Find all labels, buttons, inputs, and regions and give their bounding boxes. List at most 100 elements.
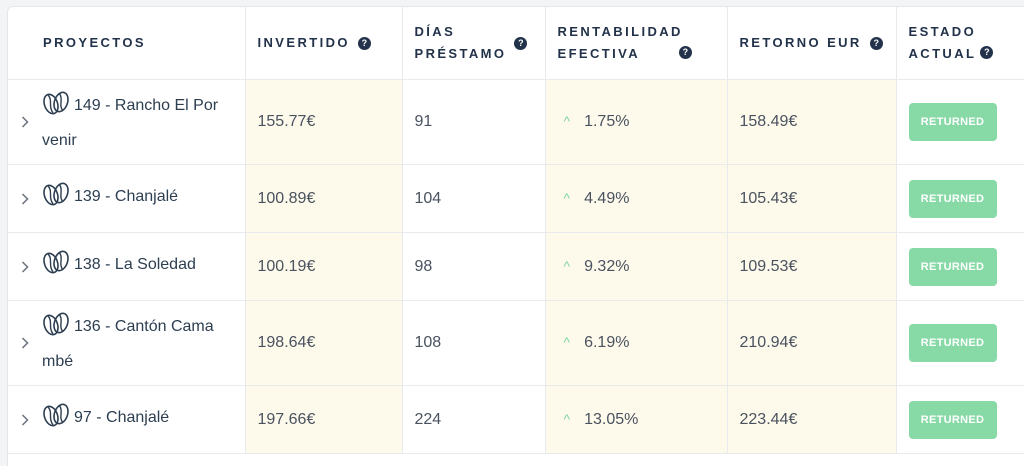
chevron-right-icon[interactable]	[8, 260, 42, 273]
invertido-value: 198.64€	[257, 334, 316, 351]
invertido-value: 197.66€	[257, 410, 316, 428]
retorno-cell: 210.94€	[727, 300, 897, 386]
retorno-value: 158.49€	[739, 113, 798, 130]
invertido-value: 155.77€	[257, 113, 316, 130]
dias-cell: 104	[402, 164, 546, 233]
project-cell[interactable]: 138 - La Soledad	[8, 232, 246, 301]
investments-table: PROYECTOS INVERTIDO? DÍAS PRÉSTAMO? RENTA…	[8, 7, 1024, 454]
coffee-bean-icon	[42, 181, 70, 217]
estado-cell: RETURNED	[896, 79, 1024, 165]
invertido-cell: 198.64€	[245, 300, 403, 386]
table-header-row: PROYECTOS INVERTIDO? DÍAS PRÉSTAMO? RENTA…	[8, 7, 1024, 80]
rentabilidad-cell: ^ 6.19%	[545, 300, 728, 386]
rentabilidad-cell: ^ 1.75%	[545, 79, 728, 165]
project-name[interactable]: 136 - Cantón Cama	[74, 317, 214, 335]
dias-cell: 224	[402, 385, 546, 454]
dias-cell: 91	[402, 79, 546, 165]
dias-value: 91	[414, 113, 433, 130]
column-label: INVERTIDO	[257, 35, 350, 50]
rentabilidad-cell: ^ 9.32%	[545, 232, 728, 301]
invertido-cell: 100.19€	[245, 232, 403, 301]
column-label-line2: PRÉSTAMO	[414, 46, 507, 61]
column-label-line2: EFECTIVA	[557, 46, 641, 61]
retorno-cell: 158.49€	[727, 79, 897, 165]
status-badge-button[interactable]: RETURNED	[908, 179, 997, 218]
retorno-cell: 105.43€	[727, 164, 897, 233]
column-label-line1: DÍAS	[414, 24, 456, 39]
table-row[interactable]: 138 - La Soledad 100.19€ 98 ^ 9.32% 109.5…	[8, 232, 1024, 301]
help-icon[interactable]: ?	[357, 36, 371, 50]
project-name[interactable]: 97 - Chanjalé	[74, 408, 170, 426]
dias-cell: 98	[402, 232, 546, 301]
chevron-right-icon[interactable]	[8, 192, 42, 205]
retorno-cell: 109.53€	[727, 232, 897, 301]
project-name[interactable]: 139 - Chanjalé	[74, 187, 179, 205]
column-header-estado[interactable]: ESTADO ACTUAL?	[896, 7, 1024, 80]
column-label: PROYECTOS	[43, 35, 146, 50]
table-row[interactable]: 139 - Chanjalé 100.89€ 104 ^ 4.49% 105.43…	[8, 164, 1024, 233]
help-icon[interactable]: ?	[514, 36, 528, 50]
column-label-line1: RENTABILIDAD	[557, 24, 683, 39]
column-label-line2: ACTUAL	[908, 46, 977, 61]
retorno-value: 210.94€	[739, 334, 798, 351]
chevron-right-icon[interactable]	[8, 116, 42, 128]
dias-value: 224	[414, 410, 442, 428]
rentabilidad-value: 4.49%	[584, 189, 630, 207]
project-name[interactable]: 149 - Rancho El Por	[74, 96, 219, 114]
dias-value: 108	[414, 334, 442, 351]
retorno-value: 109.53€	[739, 257, 798, 275]
rentabilidad-cell: ^ 4.49%	[545, 164, 728, 233]
invertido-value: 100.89€	[257, 189, 316, 207]
table-row[interactable]: 97 - Chanjalé 197.66€ 224 ^ 13.05% 223.44…	[8, 385, 1024, 454]
trend-up-icon: ^	[563, 257, 571, 274]
trend-up-icon: ^	[563, 113, 571, 129]
invertido-cell: 100.89€	[245, 164, 403, 233]
status-badge-button[interactable]: RETURNED	[908, 400, 997, 439]
column-header-dias-prestamo[interactable]: DÍAS PRÉSTAMO?	[402, 7, 546, 80]
estado-cell: RETURNED	[896, 385, 1024, 454]
retorno-cell: 223.44€	[727, 385, 897, 454]
dias-cell: 108	[402, 300, 546, 386]
table-row[interactable]: 136 - Cantón Cama mbé 198.64€ 108 ^ 6.19% …	[8, 300, 1024, 386]
estado-cell: RETURNED	[896, 232, 1024, 301]
status-badge-button[interactable]: RETURNED	[908, 324, 997, 362]
rentabilidad-cell: ^ 13.05%	[545, 385, 728, 454]
invertido-cell: 197.66€	[245, 385, 403, 454]
project-name-continued[interactable]: mbé	[42, 352, 74, 370]
chevron-right-icon[interactable]	[8, 337, 42, 349]
estado-cell: RETURNED	[896, 300, 1024, 386]
invertido-cell: 155.77€	[245, 79, 403, 165]
help-icon[interactable]: ?	[678, 45, 692, 59]
column-header-invertido[interactable]: INVERTIDO?	[245, 7, 403, 80]
table-row[interactable]: 149 - Rancho El Por venir 155.77€ 91 ^ 1.7…	[8, 79, 1024, 165]
coffee-bean-icon	[42, 90, 70, 126]
column-header-proyectos[interactable]: PROYECTOS	[8, 7, 246, 80]
help-icon[interactable]: ?	[980, 45, 994, 59]
invertido-value: 100.19€	[257, 257, 316, 275]
help-icon[interactable]: ?	[869, 36, 883, 50]
status-badge-button[interactable]: RETURNED	[908, 103, 997, 141]
status-badge-button[interactable]: RETURNED	[908, 247, 997, 286]
project-cell[interactable]: 139 - Chanjalé	[8, 164, 246, 233]
retorno-value: 223.44€	[739, 410, 798, 428]
column-header-retorno[interactable]: RETORNO EUR?	[727, 7, 897, 80]
rentabilidad-value: 13.05%	[584, 410, 639, 428]
column-label-line1: ESTADO	[908, 24, 977, 39]
trend-up-icon: ^	[563, 334, 571, 350]
column-header-rentabilidad[interactable]: RENTABILIDAD EFECTIVA?	[545, 7, 728, 80]
project-name-continued[interactable]: venir	[42, 131, 77, 149]
rentabilidad-value: 1.75%	[584, 113, 630, 130]
project-name[interactable]: 138 - La Soledad	[74, 255, 196, 273]
chevron-right-icon[interactable]	[8, 413, 42, 426]
investments-table-card: PROYECTOS INVERTIDO? DÍAS PRÉSTAMO? RENTA…	[7, 6, 1024, 466]
rentabilidad-value: 6.19%	[584, 334, 630, 351]
trend-up-icon: ^	[563, 410, 571, 427]
rentabilidad-value: 9.32%	[584, 257, 630, 275]
project-cell[interactable]: 97 - Chanjalé	[8, 385, 246, 454]
project-cell[interactable]: 136 - Cantón Cama mbé	[8, 300, 246, 386]
project-cell[interactable]: 149 - Rancho El Por venir	[8, 79, 246, 165]
trend-up-icon: ^	[563, 189, 571, 206]
dias-value: 104	[414, 189, 442, 207]
dias-value: 98	[414, 257, 433, 275]
coffee-bean-icon	[42, 402, 70, 438]
